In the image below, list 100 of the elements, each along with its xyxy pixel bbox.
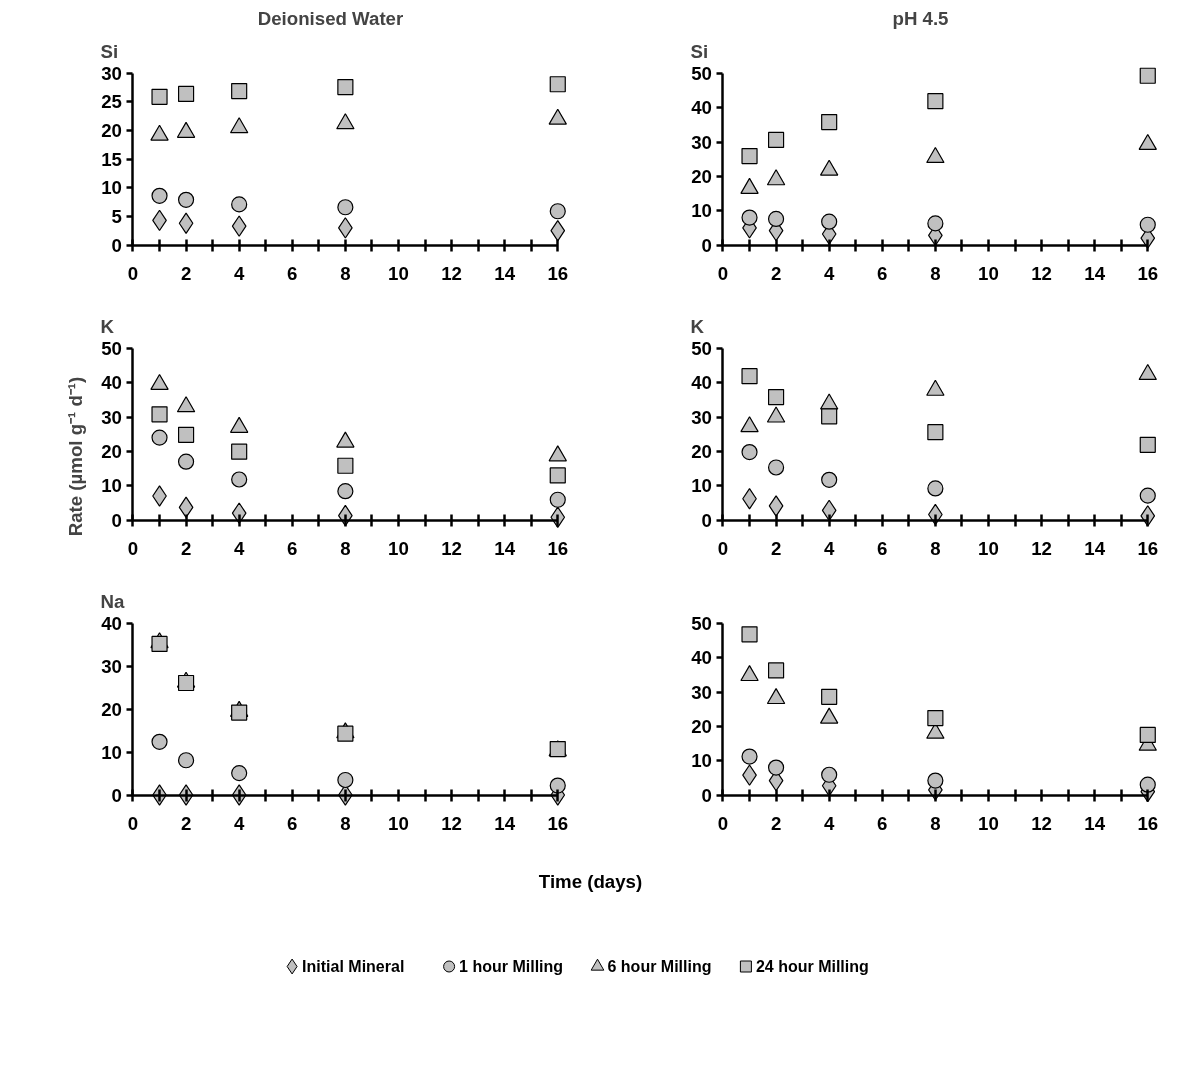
y-tick-label: 0 — [701, 234, 712, 256]
y-tick-label: 40 — [691, 372, 712, 394]
y-tick-label: 20 — [691, 165, 712, 187]
x-tick-label: 8 — [340, 263, 351, 285]
y-tick-label: 50 — [691, 612, 712, 634]
x-tick-label: 12 — [441, 538, 462, 560]
x-tick-label: 10 — [388, 263, 409, 285]
x-tick-label: 14 — [1084, 538, 1106, 560]
x-tick-label: 6 — [877, 263, 888, 285]
x-tick-label: 10 — [388, 813, 409, 835]
x-tick-label: 0 — [717, 263, 729, 285]
y-tick-label: 30 — [691, 131, 712, 153]
text: Si — [690, 40, 709, 62]
x-tick-label: 16 — [1137, 813, 1159, 835]
y-tick-label: 0 — [111, 784, 122, 806]
x-tick-label: 6 — [287, 813, 298, 835]
x-tick-label: 16 — [1137, 263, 1159, 285]
x-tick-label: 2 — [180, 538, 192, 560]
x-tick-label: 6 — [877, 538, 888, 560]
x-tick-label: 4 — [233, 263, 245, 285]
y-tick-label: 40 — [101, 612, 122, 634]
x-tick-label: 12 — [441, 263, 462, 285]
x-tick-label: 10 — [388, 538, 409, 560]
y-tick-label: 10 — [101, 741, 122, 763]
x-tick-label: 8 — [340, 538, 351, 560]
x-tick-label: 2 — [770, 538, 782, 560]
x-tick-label: 4 — [823, 263, 835, 285]
y-tick-label: 25 — [101, 91, 122, 113]
y-tick-label: 20 — [691, 440, 712, 462]
x-tick-label: 4 — [823, 538, 835, 560]
x-tick-label: 4 — [823, 813, 835, 835]
x-tick-label: 6 — [287, 538, 298, 560]
y-tick-label: 10 — [101, 475, 122, 497]
chart-title: Deionised Water — [257, 7, 404, 29]
x-tick-label: 12 — [1031, 538, 1052, 560]
x-tick-label: 10 — [978, 538, 999, 560]
y-tick-label: 20 — [101, 698, 122, 720]
x-tick-label: 16 — [547, 538, 569, 560]
y-tick-label: 30 — [101, 655, 122, 677]
y-tick-label: 10 — [101, 177, 122, 199]
x-tick-label: 14 — [1084, 263, 1106, 285]
x-tick-label: 4 — [233, 813, 245, 835]
x-tick-label: 6 — [877, 813, 888, 835]
text: K — [690, 315, 705, 337]
y-tick-label: 0 — [701, 509, 712, 531]
x-tick-label: 8 — [340, 813, 351, 835]
x-tick-label: 0 — [127, 263, 139, 285]
x-tick-label: 12 — [441, 813, 462, 835]
x-tick-label: 2 — [770, 813, 782, 835]
x-tick-label: 4 — [233, 538, 245, 560]
y-tick-label: 30 — [101, 62, 122, 84]
x-tick-label: 8 — [930, 538, 941, 560]
y-tick-label: 30 — [691, 406, 712, 428]
y-tick-label: 10 — [691, 750, 712, 772]
x-tick-label: 0 — [127, 813, 139, 835]
text: K — [100, 315, 115, 337]
y-tick-label: 0 — [111, 234, 122, 256]
x-tick-label: 12 — [1031, 813, 1052, 835]
y-axis-title: Rate (µmol g⁻¹ d⁻¹) — [64, 376, 86, 537]
y-tick-label: 0 — [701, 784, 712, 806]
x-tick-label: 10 — [978, 263, 999, 285]
y-tick-label: 10 — [691, 475, 712, 497]
legend-label: Initial Mineral — [302, 958, 405, 975]
x-tick-label: 8 — [930, 263, 941, 285]
x-tick-label: 0 — [127, 538, 139, 560]
y-tick-label: 30 — [101, 406, 122, 428]
x-tick-label: 14 — [1084, 813, 1106, 835]
x-tick-label: 2 — [180, 263, 192, 285]
legend-label: 1 hour Milling — [459, 958, 564, 975]
text: Na — [100, 590, 125, 612]
y-tick-label: 0 — [111, 509, 122, 531]
x-tick-label: 2 — [770, 263, 782, 285]
y-tick-label: 50 — [101, 337, 122, 359]
x-tick-label: 14 — [494, 538, 516, 560]
x-tick-label: 0 — [717, 538, 729, 560]
y-tick-label: 50 — [691, 62, 712, 84]
x-tick-label: 12 — [1031, 263, 1052, 285]
y-tick-label: 50 — [691, 337, 712, 359]
x-tick-label: 16 — [547, 263, 569, 285]
y-tick-label: 40 — [101, 372, 122, 394]
y-tick-label: 20 — [101, 120, 122, 142]
y-tick-label: 20 — [101, 440, 122, 462]
x-tick-label: 2 — [180, 813, 192, 835]
x-axis-title: Time (days) — [538, 871, 643, 892]
y-tick-label: 20 — [691, 715, 712, 737]
y-tick-label: 5 — [111, 205, 122, 227]
y-tick-label: 40 — [691, 647, 712, 669]
y-tick-label: 15 — [101, 148, 122, 170]
x-tick-label: 14 — [494, 813, 516, 835]
legend-label: 24 hour Milling — [755, 958, 869, 975]
x-tick-label: 16 — [1137, 538, 1159, 560]
x-tick-label: 0 — [717, 813, 729, 835]
x-tick-label: 8 — [930, 813, 941, 835]
legend-label: 6 hour Milling — [607, 958, 712, 975]
chart-title: pH 4.5 — [892, 7, 949, 29]
x-tick-label: 16 — [547, 813, 569, 835]
y-tick-label: 40 — [691, 97, 712, 119]
y-tick-label: 30 — [691, 681, 712, 703]
x-tick-label: 10 — [978, 813, 999, 835]
x-tick-label: 14 — [494, 263, 516, 285]
